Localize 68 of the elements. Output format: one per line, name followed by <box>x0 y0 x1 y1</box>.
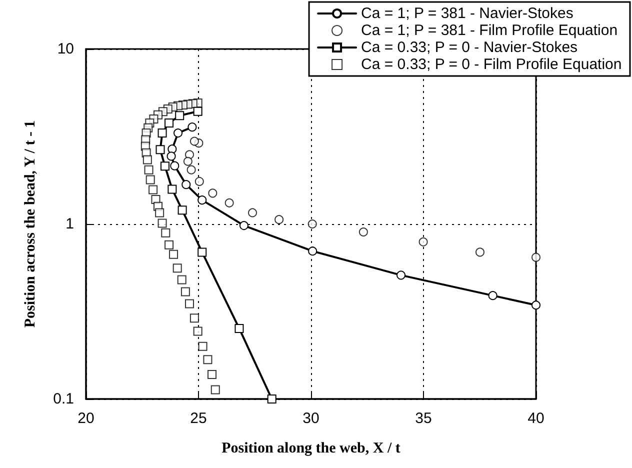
point <box>160 162 170 171</box>
point <box>308 220 317 228</box>
point <box>175 111 184 120</box>
legend-label: Ca = 1; P = 381 - Navier-Stokes <box>361 5 574 22</box>
y-tick-label: 0.1 <box>53 390 74 408</box>
point <box>198 196 207 205</box>
y-axis-title: Position across the bead, Y / t - 1 <box>22 120 38 328</box>
point <box>172 264 182 273</box>
point <box>170 161 180 170</box>
point <box>193 326 202 336</box>
point <box>210 385 220 394</box>
legend-label: Ca = 0.33; P = 0 - Navier-Stokes <box>361 39 578 56</box>
y-tick-label: 10 <box>57 40 74 58</box>
point <box>174 128 183 138</box>
point <box>194 176 204 186</box>
point <box>203 355 212 364</box>
y-tick-label: 1 <box>66 216 74 232</box>
point <box>267 394 276 404</box>
legend-label: Ca = 1; P = 381 - Film Profile Equation <box>361 22 618 39</box>
point <box>532 300 540 310</box>
x-tick-label: 30 <box>302 410 320 427</box>
point <box>488 291 498 300</box>
point <box>148 185 158 194</box>
point <box>161 228 170 238</box>
point <box>164 118 174 128</box>
point <box>169 250 178 259</box>
point <box>142 155 152 164</box>
point <box>156 145 165 154</box>
point <box>190 314 199 323</box>
point <box>396 270 406 280</box>
point <box>248 208 257 218</box>
point <box>178 206 187 215</box>
point <box>180 287 190 296</box>
point <box>166 152 176 161</box>
point <box>234 324 244 333</box>
point <box>198 342 208 351</box>
point <box>158 218 167 228</box>
point <box>168 144 177 154</box>
x-tick-label: 20 <box>78 410 94 427</box>
point <box>186 165 196 174</box>
point <box>164 240 174 250</box>
point <box>418 237 428 246</box>
point <box>198 248 207 257</box>
point <box>274 215 284 224</box>
x-tick-label: 35 <box>415 410 432 427</box>
point <box>182 180 191 190</box>
x-tick-label: 40 <box>528 410 544 427</box>
legend-label: Ca = 0.33; P = 0 - Film Profile Equation <box>361 56 622 73</box>
point <box>208 188 218 198</box>
point <box>168 184 177 194</box>
point <box>475 248 484 257</box>
point <box>532 252 540 262</box>
point <box>358 228 368 237</box>
point <box>183 156 192 166</box>
point <box>185 299 194 308</box>
point <box>155 208 164 218</box>
point <box>224 198 234 208</box>
point <box>158 128 167 138</box>
point <box>146 175 155 184</box>
x-tick-label: 25 <box>190 410 207 427</box>
point <box>144 165 154 174</box>
point <box>177 275 186 284</box>
point <box>239 221 248 230</box>
point <box>308 246 318 256</box>
point <box>188 122 197 132</box>
x-axis-title: Position along the web, X / t <box>222 440 400 456</box>
point <box>190 136 199 146</box>
point <box>193 106 202 116</box>
